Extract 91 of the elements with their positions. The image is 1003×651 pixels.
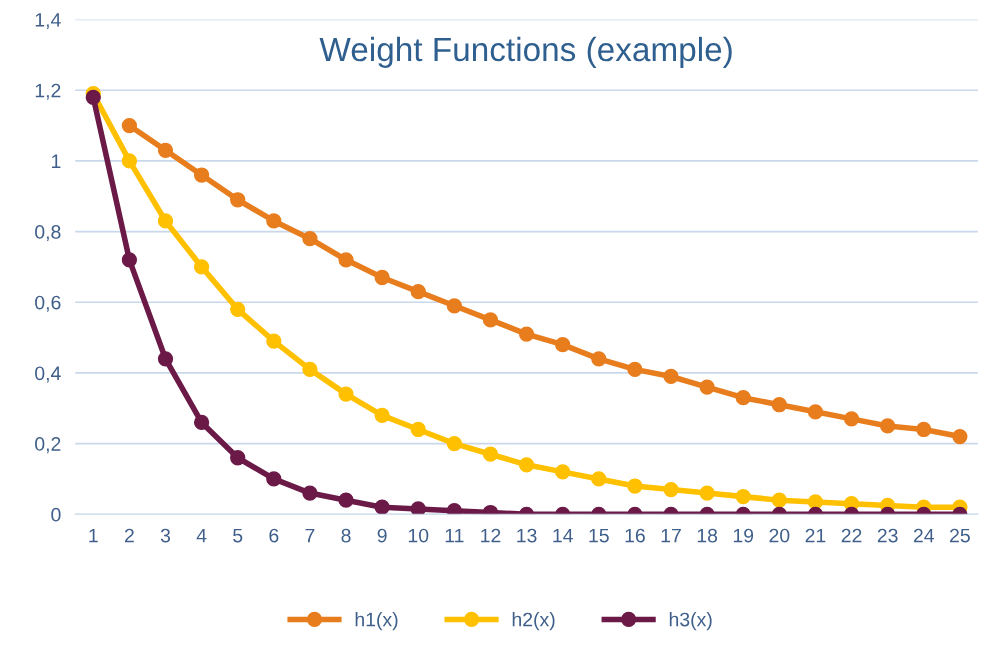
- point: [410, 421, 426, 438]
- x-tick-label: 18: [697, 528, 718, 543]
- point: [771, 492, 787, 508]
- point: [880, 418, 896, 434]
- x-tick-label: 6: [269, 528, 279, 543]
- x-tick-label: 20: [769, 528, 790, 543]
- point: [627, 478, 643, 494]
- x-tick-label: 8: [341, 528, 351, 543]
- point: [193, 167, 210, 183]
- point: [807, 404, 824, 420]
- legend-label: h3(x): [669, 612, 712, 631]
- x-tick-label: 2: [124, 528, 134, 543]
- point: [193, 414, 210, 431]
- x-tick-label: 15: [589, 528, 609, 543]
- point: [302, 230, 318, 247]
- y-tick-label: 1: [52, 154, 61, 168]
- y-tick-label: 1,2: [35, 83, 61, 100]
- point: [735, 390, 751, 406]
- y-tick-label: 1,4: [35, 13, 61, 30]
- chart-title: Weight Functions (example): [319, 36, 732, 68]
- x-tick-label: 3: [160, 528, 171, 543]
- point: [699, 379, 715, 395]
- x-tick-label: 7: [305, 528, 315, 543]
- x-tick-label: 12: [481, 528, 501, 543]
- point: [157, 213, 174, 229]
- point: [627, 361, 643, 378]
- y-tick-label: 0: [51, 507, 61, 522]
- y-tick-label: 0,6: [35, 295, 61, 312]
- point: [916, 421, 932, 438]
- point: [482, 446, 499, 462]
- point: [230, 450, 246, 466]
- point: [482, 312, 499, 328]
- x-tick-label: 24: [913, 528, 935, 543]
- point: [410, 501, 426, 515]
- point: [121, 252, 138, 268]
- point: [338, 386, 354, 402]
- x-tick-label: 11: [445, 528, 464, 543]
- point: [663, 481, 679, 498]
- point: [735, 488, 751, 505]
- point: [591, 471, 607, 487]
- point: [410, 284, 426, 300]
- x-tick-label: 17: [661, 528, 681, 543]
- y-tick-label: 0,8: [35, 225, 61, 242]
- x-tick-label: 25: [950, 528, 970, 543]
- x-tick-label: 10: [408, 528, 429, 543]
- point: [266, 471, 282, 487]
- x-tick-label: 21: [805, 528, 826, 543]
- point: [446, 503, 462, 515]
- point: [843, 411, 860, 427]
- point: [591, 351, 607, 367]
- x-tick-label: 16: [625, 528, 645, 543]
- point: [952, 428, 968, 445]
- point: [374, 499, 390, 515]
- point: [807, 494, 824, 510]
- point: [518, 457, 535, 473]
- point: [663, 368, 679, 385]
- x-tick-label: 4: [196, 528, 207, 543]
- point: [555, 464, 571, 480]
- point: [518, 326, 535, 342]
- x-tick-label: 22: [841, 528, 862, 543]
- y-tick-label: 0,4: [35, 366, 61, 383]
- point: [157, 351, 174, 367]
- x-tick-label: 1: [89, 528, 98, 543]
- x-tick-label: 19: [733, 528, 754, 543]
- point: [771, 397, 787, 413]
- point: [338, 492, 354, 508]
- x-tick-label: 9: [377, 528, 387, 543]
- x-tick-label: 5: [233, 528, 243, 543]
- point: [302, 485, 318, 501]
- point: [193, 259, 210, 275]
- point: [446, 435, 462, 452]
- x-tick-label: 14: [553, 528, 573, 543]
- point: [555, 337, 571, 353]
- point: [230, 301, 246, 317]
- point: [374, 407, 390, 423]
- x-tick-label: 23: [877, 528, 898, 543]
- point: [121, 153, 138, 169]
- legend-label: h2(x): [512, 612, 555, 631]
- legend-label: h1(x): [355, 612, 398, 631]
- point: [266, 213, 282, 229]
- point: [374, 269, 390, 286]
- point: [230, 192, 246, 208]
- y-tick-label: 0,2: [35, 437, 61, 454]
- point: [338, 252, 354, 268]
- point: [157, 142, 174, 158]
- point: [266, 333, 282, 349]
- point: [446, 298, 462, 314]
- point: [121, 117, 138, 134]
- point: [699, 485, 715, 501]
- x-tick-label: 13: [517, 528, 537, 543]
- point: [302, 361, 318, 378]
